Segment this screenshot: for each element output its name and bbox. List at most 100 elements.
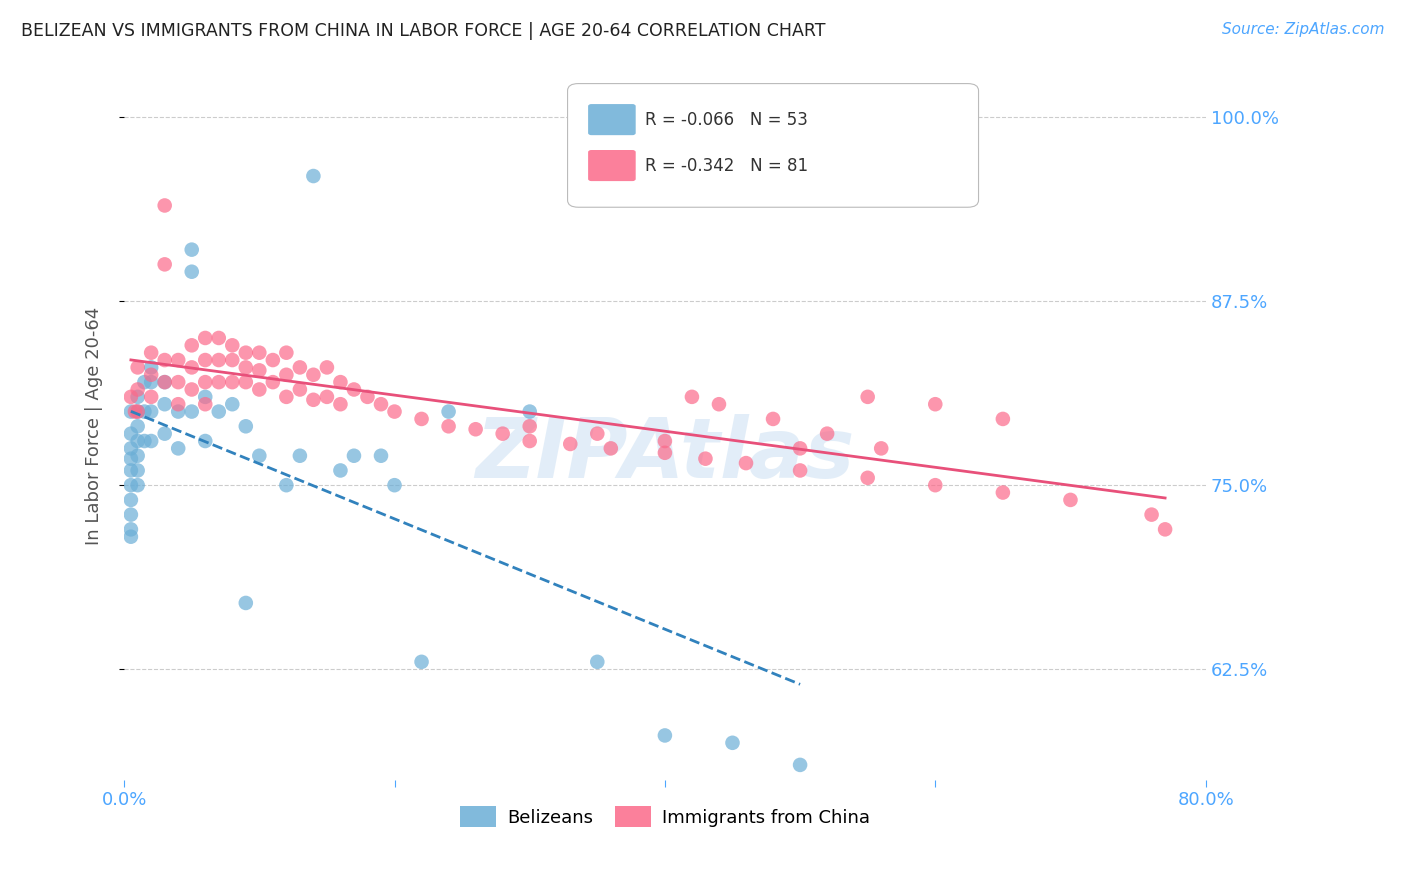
Point — [153, 426, 176, 441]
Point — [735, 456, 758, 470]
Point — [208, 353, 231, 368]
Text: BELIZEAN VS IMMIGRANTS FROM CHINA IN LABOR FORCE | AGE 20-64 CORRELATION CHART: BELIZEAN VS IMMIGRANTS FROM CHINA IN LAB… — [21, 22, 825, 40]
Point — [302, 392, 325, 407]
Point — [208, 404, 231, 418]
Point — [235, 345, 257, 359]
Point — [127, 434, 149, 448]
Point — [519, 419, 541, 434]
Point — [120, 492, 142, 507]
Point — [329, 463, 352, 477]
Point — [120, 442, 142, 456]
Point — [329, 375, 352, 389]
Point — [437, 419, 460, 434]
Point — [221, 375, 243, 389]
Point — [789, 758, 811, 772]
FancyBboxPatch shape — [588, 104, 636, 136]
Point — [411, 655, 433, 669]
Point — [437, 404, 460, 418]
Point — [134, 434, 156, 448]
Point — [221, 338, 243, 352]
Point — [235, 419, 257, 434]
Point — [141, 404, 163, 418]
Point — [127, 390, 149, 404]
Point — [695, 451, 717, 466]
Point — [586, 655, 609, 669]
Point — [1059, 492, 1081, 507]
Point — [247, 383, 270, 397]
Point — [153, 375, 176, 389]
Point — [127, 360, 149, 375]
Point — [707, 397, 730, 411]
Point — [127, 449, 149, 463]
Point — [194, 331, 217, 345]
Point — [302, 169, 325, 183]
Point — [208, 375, 231, 389]
Point — [721, 736, 744, 750]
Point — [167, 353, 190, 368]
Point — [194, 375, 217, 389]
Point — [127, 383, 149, 397]
Point — [141, 368, 163, 382]
Point — [370, 397, 392, 411]
Point — [127, 478, 149, 492]
Point — [789, 463, 811, 477]
Point — [127, 404, 149, 418]
Point — [153, 353, 176, 368]
Point — [519, 434, 541, 448]
Point — [1154, 522, 1177, 536]
Point — [276, 368, 298, 382]
Point — [247, 345, 270, 359]
Point — [120, 530, 142, 544]
Point — [120, 478, 142, 492]
Point — [262, 353, 284, 368]
Point — [194, 434, 217, 448]
Point — [288, 383, 311, 397]
Point — [120, 390, 142, 404]
Point — [262, 375, 284, 389]
Point — [343, 383, 366, 397]
Point — [120, 508, 142, 522]
Point — [384, 478, 406, 492]
Point — [194, 390, 217, 404]
Point — [141, 345, 163, 359]
Point — [276, 390, 298, 404]
Point — [167, 375, 190, 389]
Point — [120, 463, 142, 477]
Point — [120, 451, 142, 466]
Point — [316, 390, 339, 404]
Text: ZIPAtlas: ZIPAtlas — [475, 414, 855, 495]
Point — [127, 463, 149, 477]
Text: R = -0.066   N = 53: R = -0.066 N = 53 — [645, 112, 808, 129]
Point — [316, 360, 339, 375]
Y-axis label: In Labor Force | Age 20-64: In Labor Force | Age 20-64 — [86, 307, 103, 545]
Point — [288, 449, 311, 463]
FancyBboxPatch shape — [588, 150, 636, 181]
Point — [127, 419, 149, 434]
Point — [180, 383, 202, 397]
Point — [180, 265, 202, 279]
FancyBboxPatch shape — [568, 84, 979, 207]
Point — [221, 397, 243, 411]
Point — [153, 198, 176, 212]
Point — [208, 331, 231, 345]
Point — [654, 434, 676, 448]
Point — [141, 375, 163, 389]
Point — [856, 390, 879, 404]
Point — [856, 471, 879, 485]
Point — [991, 412, 1014, 426]
Point — [167, 442, 190, 456]
Legend: Belizeans, Immigrants from China: Belizeans, Immigrants from China — [453, 799, 877, 834]
Point — [411, 412, 433, 426]
Point — [492, 426, 515, 441]
Point — [124, 404, 146, 418]
Text: Source: ZipAtlas.com: Source: ZipAtlas.com — [1222, 22, 1385, 37]
Point — [247, 449, 270, 463]
Point — [654, 446, 676, 460]
Point — [194, 397, 217, 411]
Point — [384, 404, 406, 418]
Point — [276, 345, 298, 359]
Point — [141, 360, 163, 375]
Point — [789, 442, 811, 456]
Point — [654, 728, 676, 742]
Point — [924, 397, 946, 411]
